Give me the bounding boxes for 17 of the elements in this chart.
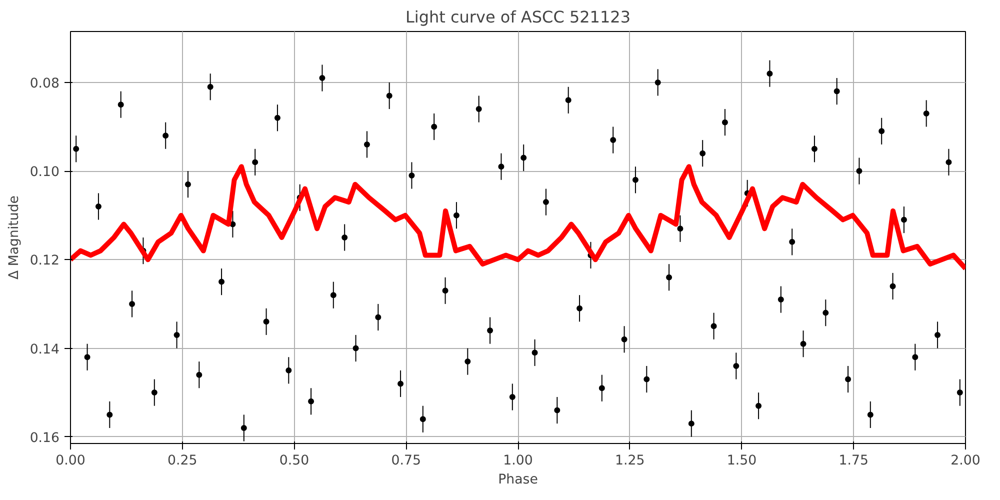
y-tick-label: 0.10 <box>30 165 60 180</box>
y-tick-label: 0.16 <box>30 430 60 446</box>
x-tick-label: 0.50 <box>279 454 310 468</box>
x-tick-label: 2.00 <box>950 454 980 468</box>
y-tick-label: 0.08 <box>30 76 60 92</box>
x-tick-label: 1.00 <box>503 454 533 468</box>
y-tick-label: 0.12 <box>30 254 60 269</box>
x-tick-label: 1.50 <box>726 454 757 468</box>
x-axis-title: Phase <box>498 472 538 488</box>
x-tick-label: 0.00 <box>56 454 86 468</box>
x-tick-label: 0.25 <box>168 454 198 468</box>
chart-title: Light curve of ASCC 521123 <box>405 8 631 26</box>
x-tick-label: 1.25 <box>615 454 645 468</box>
x-tick-label: 1.75 <box>838 454 868 468</box>
y-tick-label: 0.14 <box>30 342 60 358</box>
y-axis-title: Δ Magnitude <box>6 196 22 280</box>
x-tick-label: 0.75 <box>391 454 421 468</box>
